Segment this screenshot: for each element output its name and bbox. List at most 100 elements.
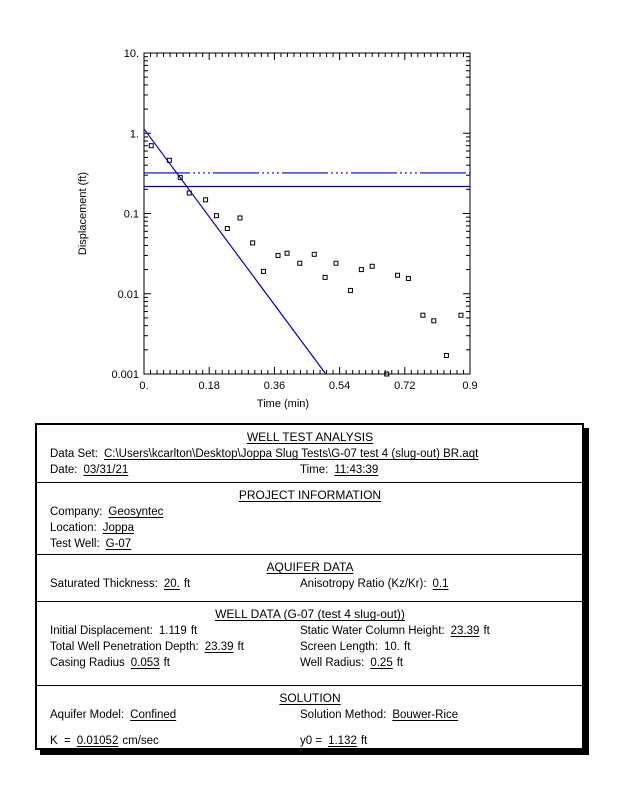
aquifer-model-value: Confined <box>130 709 177 721</box>
solution-method-value: Bouwer-Rice <box>392 709 459 721</box>
saturated-thickness-label: Saturated Thickness: <box>50 578 158 590</box>
well-data-row-3: Casing Radius 0.053 ft Well Radius: 0.25 ft <box>50 656 570 670</box>
data-point <box>333 260 339 266</box>
x-tick-label: 0. <box>139 380 148 392</box>
initial-displacement-label: Initial Displacement: <box>50 625 153 637</box>
location-label: Location: <box>50 522 97 534</box>
anisotropy-label: Anisotropy Ratio (Kz/Kr): <box>300 578 427 590</box>
initial-displacement-unit: ft <box>190 625 198 637</box>
data-point <box>237 215 243 221</box>
section-title: AQUIFER DATA <box>266 560 354 574</box>
casing-radius-unit: ft <box>163 657 170 669</box>
section-title: WELL DATA (G-07 (test 4 slug-out)) <box>215 607 405 621</box>
test-well-label: Test Well: <box>50 538 100 550</box>
y-tick-label: 0.01 <box>118 289 139 301</box>
solution-row-1: Aquifer Model: Confined Solution Method: Bo… <box>50 708 570 722</box>
data-point <box>213 213 219 219</box>
casing-radius-value: 0.053 <box>130 657 160 669</box>
data-point <box>395 272 401 278</box>
data-point <box>347 287 353 293</box>
data-point <box>261 268 267 274</box>
date-time-row: Date: 03/31/21 Time: 11:43:39 <box>50 463 570 477</box>
section-solution: SOLUTION Aquifer Model: Confined Solution … <box>37 685 582 748</box>
section-title: SOLUTION <box>279 691 341 705</box>
k-label: K = <box>50 735 71 747</box>
penetration-depth-value: 23.39 <box>204 641 234 653</box>
static-water-value: 23.39 <box>450 625 480 637</box>
data-point <box>384 371 390 377</box>
data-point <box>443 353 449 359</box>
static-water-unit: ft <box>483 625 490 637</box>
y-axis-title: Displacement (ft) <box>77 172 89 255</box>
time-value: 11:43:39 <box>334 464 379 476</box>
y-tick-label: 10. <box>124 48 139 60</box>
static-water-label: Static Water Column Height: <box>300 625 445 637</box>
anisotropy-value: 0.1 <box>432 578 449 590</box>
data-point <box>275 252 281 258</box>
data-point <box>358 267 364 273</box>
saturated-thickness-unit: ft <box>183 578 191 590</box>
data-point <box>369 263 375 269</box>
section-title: WELL TEST ANALYSIS <box>246 430 374 444</box>
well-radius-unit: ft <box>396 657 404 669</box>
aquifer-model-label: Aquifer Model: <box>50 709 125 721</box>
time-label: Time: <box>300 464 329 476</box>
data-point <box>405 275 411 281</box>
solution-row-2: K = 0.01052 cm/sec y0 = 1.132 ft <box>50 734 570 748</box>
x-tick-label: 0.18 <box>198 380 219 392</box>
well-radius-value: 0.25 <box>370 657 393 669</box>
y0-unit: ft <box>360 735 368 747</box>
aquifer-row: Saturated Thickness: 20. ft Anisotropy Rati… <box>50 577 570 591</box>
data-point <box>284 250 290 256</box>
data-point <box>458 312 464 318</box>
date-value: 03/31/21 <box>83 464 129 476</box>
x-tick-label: 0.54 <box>329 380 350 392</box>
x-tick-label: 0.36 <box>264 380 285 392</box>
data-point <box>177 175 183 181</box>
well-data-row-1: Initial Displacement: 1.119 ft Static Water… <box>50 624 570 638</box>
data-point <box>297 260 303 266</box>
location-value: Joppa <box>102 522 135 534</box>
data-point <box>224 226 230 232</box>
well-data-row-2: Total Well Penetration Depth: 23.39 ft Scre… <box>50 640 570 654</box>
x-axis-title: Time (min) <box>257 398 309 410</box>
data-set-row: Data Set: C:\Users\kcarlton\Desktop\Joppa… <box>50 447 570 461</box>
casing-radius-label: Casing Radius <box>50 657 125 669</box>
plot-frame <box>143 52 471 375</box>
data-point <box>250 240 256 246</box>
y-tick-label: 1. <box>130 128 139 140</box>
company-row: Company: Geosyntec <box>50 505 570 519</box>
date-label: Date: <box>50 464 78 476</box>
data-point <box>203 197 209 203</box>
section-aquifer-data: AQUIFER DATA Saturated Thickness: 20. ft An… <box>37 554 582 601</box>
y-tick-label: 0.1 <box>124 209 139 221</box>
section-well-data: WELL DATA (G-07 (test 4 slug-out)) Initi… <box>37 601 582 685</box>
x-tick-label: 0.9 <box>462 380 477 392</box>
y0-value: 1.132 <box>328 735 357 747</box>
data-set-value: C:\Users\kcarlton\Desktop\Joppa Slug Tes… <box>103 448 479 460</box>
section-well-test-analysis: WELL TEST ANALYSIS Data Set: C:\Users\kca… <box>37 425 582 482</box>
location-row: Location: Joppa <box>50 521 570 535</box>
section-project-information: PROJECT INFORMATION Company: Geosyntec Lo… <box>37 482 582 554</box>
well-radius-label: Well Radius: <box>300 657 365 669</box>
test-well-row: Test Well: G-07 <box>50 537 570 551</box>
screen-length-value: 10. <box>384 641 401 653</box>
penetration-depth-label: Total Well Penetration Depth: <box>50 641 199 653</box>
y-tick-label: 0.001 <box>111 369 139 381</box>
data-point <box>311 251 317 257</box>
data-point <box>322 274 328 280</box>
section-title: PROJECT INFORMATION <box>238 488 382 502</box>
solution-method-label: Solution Method: <box>300 709 387 721</box>
y0-label: y0 = <box>300 735 323 747</box>
saturated-thickness-value: 20. <box>163 578 180 590</box>
k-unit: cm/sec <box>122 735 159 747</box>
initial-displacement-value: 1.119 <box>158 625 187 637</box>
data-set-label: Data Set: <box>50 448 98 460</box>
x-tick-label: 0.72 <box>394 380 415 392</box>
data-point <box>148 143 154 149</box>
company-label: Company: <box>50 506 103 518</box>
bouwer-rice-fit-line <box>143 128 327 375</box>
test-well-value: G-07 <box>105 538 132 550</box>
displacement-time-chart: 0. 0.18 0.36 0.54 0.72 0.9 10. 1. 0.1 0.01 0.001 Ti… <box>77 48 478 410</box>
